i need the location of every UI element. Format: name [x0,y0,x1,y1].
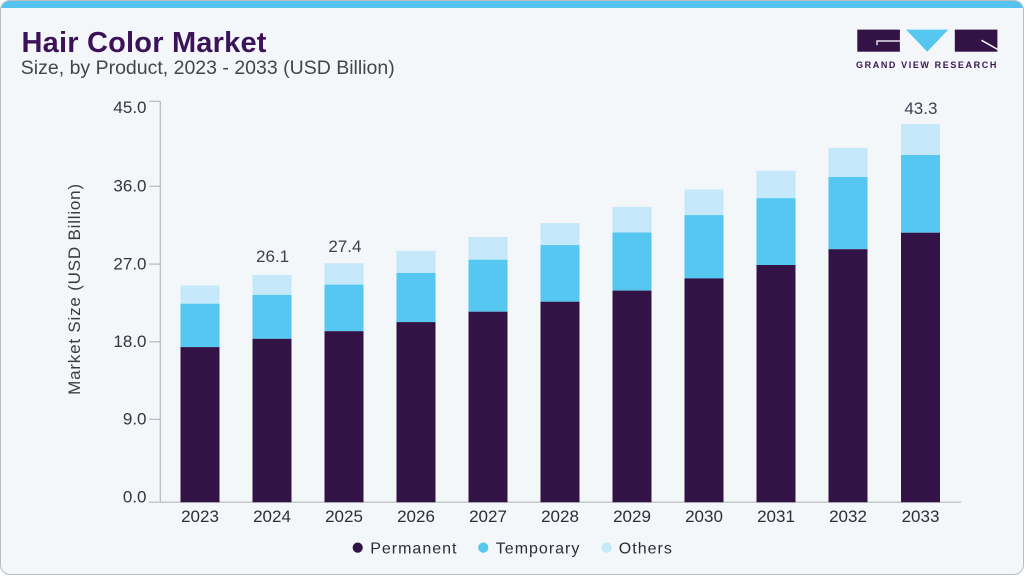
svg-text:2032: 2032 [829,507,867,526]
svg-text:27.4: 27.4 [328,237,361,256]
svg-text:2027: 2027 [469,507,507,526]
svg-text:0.0: 0.0 [123,487,147,506]
svg-text:2030: 2030 [685,507,723,526]
svg-text:27.0: 27.0 [113,254,146,273]
svg-text:Others: Others [619,540,673,557]
svg-text:GRAND VIEW RESEARCH: GRAND VIEW RESEARCH [856,60,998,70]
svg-text:9.0: 9.0 [123,410,147,429]
svg-text:Size, by Product, 2023 - 2033: Size, by Product, 2023 - 2033 (USD Billi… [21,57,395,79]
svg-text:Permanent: Permanent [370,540,457,557]
svg-text:36.0: 36.0 [113,177,146,196]
svg-text:Hair Color Market: Hair Color Market [22,27,267,59]
svg-text:2031: 2031 [757,507,795,526]
svg-text:2028: 2028 [541,507,579,526]
svg-text:Temporary: Temporary [496,540,581,557]
svg-text:2026: 2026 [397,507,435,526]
svg-text:18.0: 18.0 [113,332,146,351]
svg-text:43.3: 43.3 [904,99,937,118]
svg-text:2033: 2033 [902,507,940,526]
svg-text:2023: 2023 [181,507,219,526]
svg-text:2024: 2024 [253,507,291,526]
svg-text:45.0: 45.0 [113,98,146,117]
svg-text:2029: 2029 [613,507,651,526]
svg-text:Market Size (USD Billion): Market Size (USD Billion) [65,183,84,395]
svg-text:26.1: 26.1 [256,247,289,266]
svg-text:2025: 2025 [325,507,363,526]
